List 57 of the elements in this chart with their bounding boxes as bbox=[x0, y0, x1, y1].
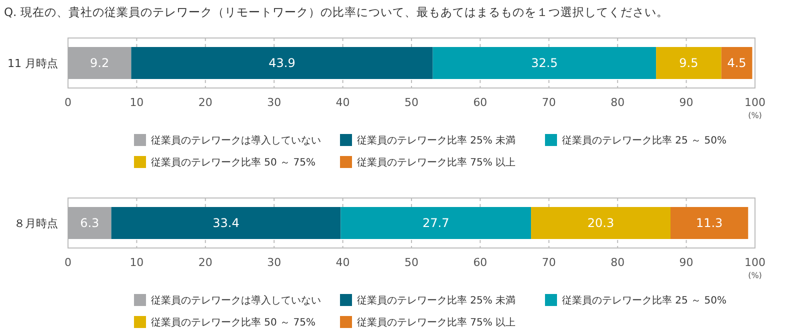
bar bbox=[656, 47, 722, 79]
bar bbox=[68, 207, 112, 239]
x-axis-title: (%) bbox=[748, 110, 762, 120]
x-tick-label: 100 bbox=[744, 256, 766, 269]
legend-label: 従業員のテレワーク比率 25 ～ 50% bbox=[562, 294, 726, 306]
x-tick-label: 70 bbox=[542, 256, 556, 269]
legend-label: 従業員のテレワーク比率 25% 未満 bbox=[357, 134, 516, 146]
x-tick-label: 20 bbox=[198, 96, 212, 109]
legend-label: 従業員のテレワーク比率 50 ～ 75% bbox=[151, 316, 316, 328]
y-tick-label: ８月時点 bbox=[14, 216, 58, 230]
x-tick-label: 90 bbox=[679, 96, 694, 109]
x-tick-label: 60 bbox=[473, 256, 488, 269]
chart-title: Q. 現在の、貴社の従業員のテレワーク（リモートワーク）の比率について、最もあてはまるものを１つ選択してください。 bbox=[4, 5, 668, 20]
data-label: 11.3 bbox=[696, 216, 723, 230]
x-tick-label: 30 bbox=[267, 96, 282, 109]
x-tick-label: 60 bbox=[473, 96, 488, 109]
data-label: 43.9 bbox=[268, 56, 296, 70]
x-tick-label: 30 bbox=[267, 256, 282, 269]
bar bbox=[721, 47, 752, 79]
bar bbox=[340, 207, 532, 239]
legend-label: 従業員のテレワーク比率 25% 未満 bbox=[357, 294, 516, 306]
x-tick-label: 10 bbox=[130, 96, 144, 109]
data-label: 33.4 bbox=[212, 216, 240, 230]
bar bbox=[68, 47, 132, 79]
x-tick-label: 20 bbox=[198, 256, 212, 269]
x-axis-title: (%) bbox=[748, 270, 762, 280]
legend-label: 従業員のテレワーク比率 25 ～ 50% bbox=[562, 134, 726, 146]
bar bbox=[131, 47, 433, 79]
x-tick-label: 100 bbox=[744, 96, 766, 109]
x-tick-label: 40 bbox=[336, 256, 350, 269]
legend-label: 従業員のテレワークは導入していない bbox=[151, 134, 321, 146]
legend-label: 従業員のテレワークは導入していない bbox=[151, 294, 321, 306]
bar bbox=[670, 207, 748, 239]
x-tick-label: 90 bbox=[679, 256, 694, 269]
data-label: 20.3 bbox=[587, 216, 614, 230]
legend-label: 従業員のテレワーク比率 50 ～ 75% bbox=[151, 156, 316, 168]
x-tick-label: 0 bbox=[64, 256, 72, 269]
legend-label: 従業員のテレワーク比率 75% 以上 bbox=[357, 316, 516, 328]
legend-label: 従業員のテレワーク比率 75% 以上 bbox=[357, 156, 516, 168]
x-tick-label: 0 bbox=[64, 96, 72, 109]
x-tick-label: 80 bbox=[610, 96, 625, 109]
data-label: 4.5 bbox=[727, 56, 746, 70]
bar bbox=[531, 207, 670, 239]
x-tick-label: 40 bbox=[336, 96, 350, 109]
x-tick-label: 70 bbox=[542, 96, 556, 109]
x-tick-label: 50 bbox=[404, 96, 418, 109]
bar bbox=[432, 47, 656, 79]
data-label: 9.5 bbox=[679, 56, 698, 70]
data-label: 6.3 bbox=[80, 216, 100, 230]
y-tick-label: 11 月時点 bbox=[8, 56, 58, 70]
x-tick-label: 80 bbox=[610, 256, 625, 269]
x-tick-label: 10 bbox=[130, 256, 144, 269]
data-label: 9.2 bbox=[90, 56, 110, 70]
data-label: 27.7 bbox=[422, 216, 450, 230]
data-label: 32.5 bbox=[531, 56, 558, 70]
x-tick-label: 50 bbox=[404, 256, 418, 269]
bar bbox=[111, 207, 341, 239]
